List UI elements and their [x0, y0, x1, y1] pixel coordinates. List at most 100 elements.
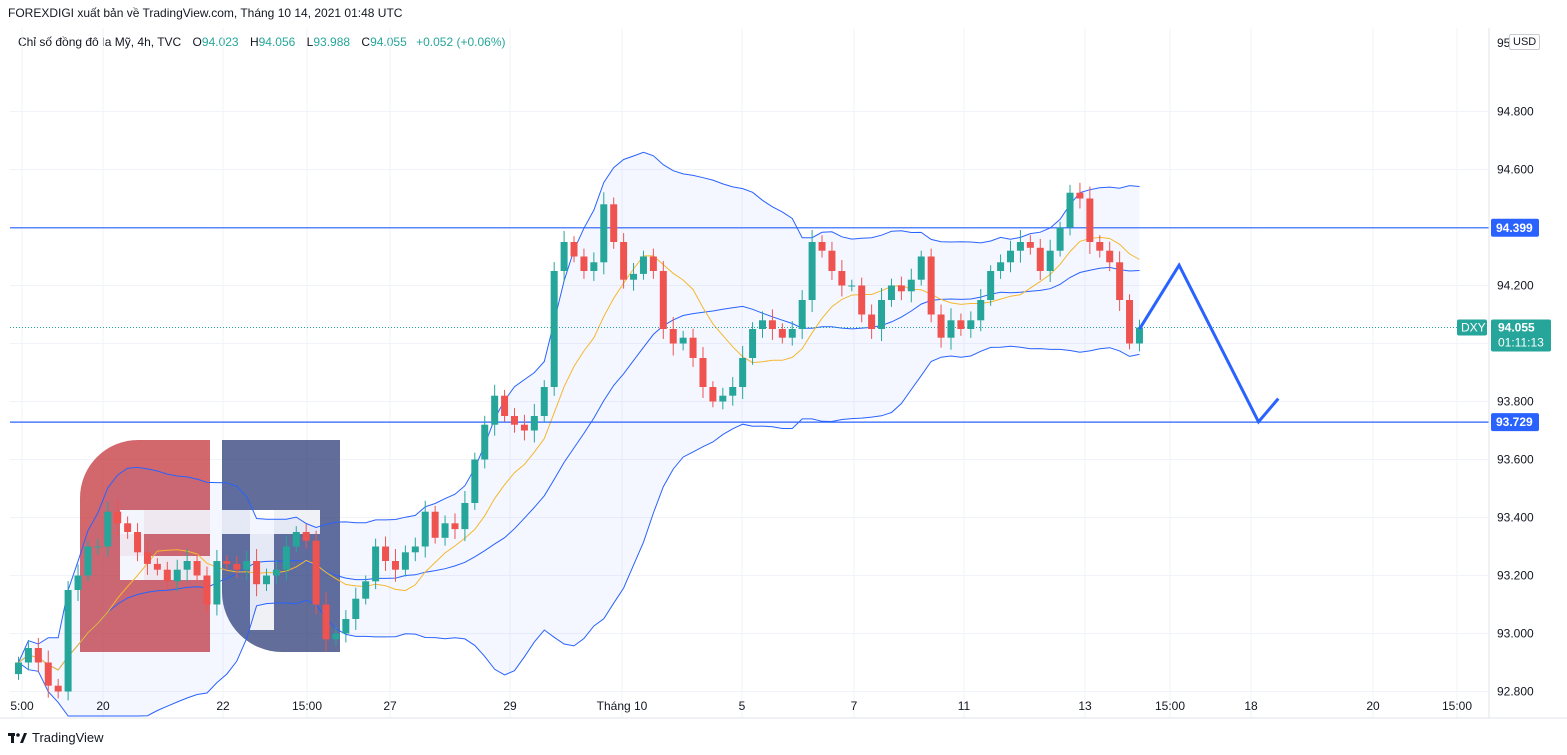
candle-body — [957, 320, 965, 329]
candle-body — [907, 279, 915, 292]
candle-body — [471, 459, 479, 503]
candle-body — [739, 358, 747, 387]
candle-body — [193, 561, 201, 576]
publisher-header: FOREXDIGI xuất bản về TradingView.com, T… — [8, 6, 403, 20]
candle-body — [461, 503, 469, 530]
candle-body — [540, 387, 548, 416]
candle-body — [431, 511, 439, 538]
candle-body — [570, 242, 578, 257]
time-tick-label: 29 — [503, 699, 517, 713]
candle-body — [1076, 192, 1084, 199]
candle-body — [302, 532, 310, 541]
candle-body — [312, 540, 320, 605]
candle-body — [163, 569, 171, 582]
candle-body — [1026, 242, 1034, 248]
change-value: +0.052 (+0.06%) — [416, 35, 506, 49]
candle-body — [878, 300, 886, 329]
candle-body — [699, 358, 707, 387]
candle-body — [669, 329, 677, 344]
candle-body — [282, 546, 290, 570]
candle-body — [203, 575, 211, 605]
candle-body — [977, 300, 985, 321]
candle-body — [659, 271, 667, 329]
time-tick-label: 22 — [216, 699, 230, 713]
low-label: L — [306, 35, 314, 49]
candle-body — [689, 337, 697, 358]
time-tick-label: 18 — [1244, 699, 1258, 713]
projection-arrow[interactable] — [1138, 262, 1280, 425]
candle-body — [153, 563, 161, 570]
candle-body — [382, 546, 390, 561]
time-tick-label: 27 — [383, 699, 397, 713]
level-price-tag — [1491, 218, 1539, 237]
moving-average-line — [18, 236, 1140, 671]
candle-body — [887, 285, 895, 300]
open-label: O — [192, 35, 202, 49]
candle-body — [868, 314, 876, 329]
candle-body — [1086, 198, 1094, 242]
candle-body — [620, 242, 628, 280]
level-price-tag-label: 94.399 — [1496, 221, 1533, 235]
candle-body — [1066, 192, 1074, 228]
candle-body — [253, 561, 261, 585]
candle-body — [54, 685, 62, 692]
candle-body — [114, 511, 122, 524]
symbol-tag — [1457, 319, 1487, 336]
candle-body — [511, 416, 518, 425]
close-value: 94.055 — [370, 35, 407, 49]
candle-body — [64, 590, 72, 692]
candle-body — [24, 648, 32, 663]
candle-body — [768, 320, 776, 329]
price-tick-label: 93.400 — [1497, 511, 1534, 525]
candle-body — [610, 204, 618, 242]
candle-body — [362, 581, 370, 599]
current-price-label: 94.055 — [1498, 321, 1535, 335]
footer-brand[interactable]: TradingView — [8, 730, 104, 745]
price-axis-top-label: 95 — [1497, 36, 1511, 50]
candle-body — [1036, 247, 1044, 271]
candle-body — [580, 256, 588, 271]
price-axis[interactable]: 92.800 93.000 93.200 93.400 93.600 93.800 94.0… — [1497, 105, 1534, 699]
price-tick-label: 93.000 — [1497, 627, 1534, 641]
price-tick-label: 94.200 — [1497, 279, 1534, 293]
candle-body — [818, 242, 826, 251]
time-tick-label: 13 — [1078, 699, 1092, 713]
time-tick-label: 5 — [739, 699, 746, 713]
price-tick-label: 93.800 — [1497, 395, 1534, 409]
candle-body — [1116, 262, 1124, 300]
candle-body — [917, 256, 925, 280]
symbol-name: Chỉ số đồng đô la Mỹ, 4h, TVC — [18, 35, 182, 49]
currency-badge[interactable]: USD — [1509, 34, 1541, 50]
time-axis[interactable]: 5:00 20 22 15:00 27 29 Tháng 10 5 7 11 13 15:00 18 20… — [10, 699, 1472, 713]
candle-body — [143, 552, 151, 564]
candle-body — [501, 395, 509, 416]
candle-body — [530, 416, 538, 431]
candle-body — [421, 511, 429, 547]
bollinger-lower-line — [18, 345, 1140, 717]
level-price-tag — [1491, 413, 1539, 432]
candle-body — [798, 300, 806, 329]
candle-body — [84, 546, 92, 576]
candle-body — [897, 285, 905, 292]
candle-body — [937, 314, 945, 338]
candle-body — [441, 523, 449, 538]
candle-body — [104, 511, 112, 547]
candle-body — [987, 271, 995, 300]
close-label: C — [361, 35, 371, 49]
candle-body — [15, 662, 22, 675]
candle-body — [1106, 250, 1114, 263]
time-tick-label: 5:00 — [10, 699, 34, 713]
candle-body — [788, 329, 796, 338]
horizontal-levels[interactable] — [10, 227, 1489, 423]
candle-body — [352, 598, 360, 619]
candle-body — [967, 320, 975, 329]
candle-body — [372, 546, 380, 582]
price-tick-label: 94.600 — [1497, 163, 1534, 177]
candle-body — [858, 285, 866, 315]
candle-body — [808, 242, 816, 300]
candle-body — [590, 262, 598, 271]
candle-body — [332, 633, 340, 640]
candle-body — [451, 523, 459, 530]
candle-body — [649, 256, 657, 271]
